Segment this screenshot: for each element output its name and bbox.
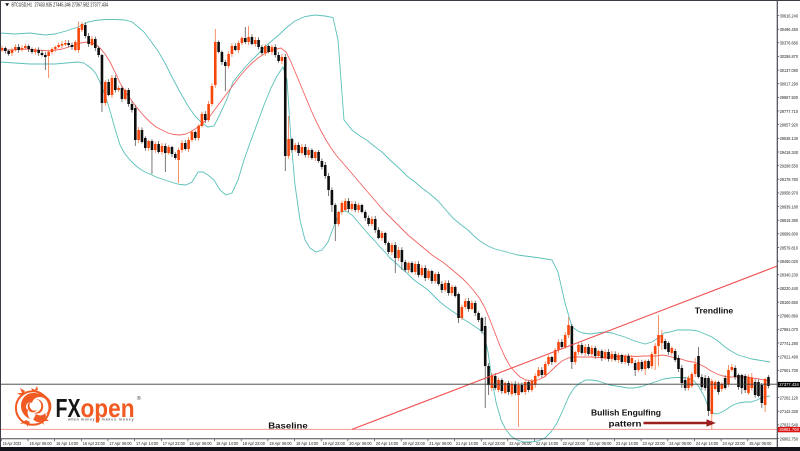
svg-text:Baseline: Baseline bbox=[268, 420, 308, 430]
svg-text:22 Apr 22:00: 22 Apr 22:00 bbox=[563, 441, 586, 446]
svg-text:17 Apr 06:00: 17 Apr 06:00 bbox=[109, 441, 132, 446]
svg-text:18 Apr 14:00: 18 Apr 14:00 bbox=[216, 441, 239, 446]
svg-text:28939.180: 28939.180 bbox=[780, 204, 799, 210]
svg-text:22 Apr 14:00: 22 Apr 14:00 bbox=[536, 441, 559, 446]
svg-text:21 Apr 22:00: 21 Apr 22:00 bbox=[483, 441, 506, 446]
svg-text:FX: FX bbox=[56, 393, 81, 423]
svg-text:24 Apr 14:00: 24 Apr 14:00 bbox=[696, 441, 719, 446]
svg-text:29058.970: 29058.970 bbox=[780, 191, 799, 197]
svg-text:22 Apr 06:00: 22 Apr 06:00 bbox=[509, 441, 532, 446]
svg-text:27022.540: 27022.540 bbox=[780, 423, 799, 429]
svg-text:23 Apr 14:00: 23 Apr 14:00 bbox=[616, 441, 639, 446]
svg-text:Bullish Engulfing: Bullish Engulfing bbox=[591, 409, 661, 418]
svg-text:27861.070: 27861.070 bbox=[780, 327, 799, 333]
svg-text:23 Apr 06:00: 23 Apr 06:00 bbox=[589, 441, 612, 446]
svg-text:28819.390: 28819.390 bbox=[780, 218, 799, 224]
svg-text:29178.760: 29178.760 bbox=[780, 177, 799, 183]
svg-text:28100.650: 28100.650 bbox=[780, 300, 799, 306]
svg-text:29538.130: 29538.130 bbox=[780, 136, 799, 142]
svg-text:30496.450: 30496.450 bbox=[780, 27, 799, 33]
svg-text:18 Apr 22:00: 18 Apr 22:00 bbox=[243, 441, 266, 446]
svg-text:26981.708: 26981.708 bbox=[779, 427, 799, 432]
svg-text:28579.810: 28579.810 bbox=[780, 245, 799, 251]
svg-text:28460.020: 28460.020 bbox=[780, 259, 799, 265]
svg-text:20 Apr 06:00: 20 Apr 06:00 bbox=[349, 441, 372, 446]
svg-text:27621.490: 27621.490 bbox=[780, 354, 799, 360]
svg-text:27741.280: 27741.280 bbox=[780, 341, 799, 347]
svg-text:open: open bbox=[81, 393, 135, 423]
svg-text:27377.434: 27377.434 bbox=[779, 382, 799, 387]
svg-text:28699.600: 28699.600 bbox=[780, 232, 799, 238]
svg-text:17 Apr 14:00: 17 Apr 14:00 bbox=[136, 441, 159, 446]
svg-text:15 Apr 2023: 15 Apr 2023 bbox=[3, 441, 22, 446]
svg-text:19 Apr 22:00: 19 Apr 22:00 bbox=[323, 441, 346, 446]
svg-text:26902.750: 26902.750 bbox=[780, 436, 799, 442]
svg-text:21 Apr 06:00: 21 Apr 06:00 bbox=[429, 441, 452, 446]
svg-text:pattern: pattern bbox=[609, 420, 642, 429]
svg-text:24 Apr 06:00: 24 Apr 06:00 bbox=[669, 441, 692, 446]
svg-text:25 Apr 06:00: 25 Apr 06:00 bbox=[749, 441, 772, 446]
svg-text:27501.700: 27501.700 bbox=[780, 368, 799, 374]
svg-text:29897.500: 29897.500 bbox=[780, 95, 799, 101]
svg-text:®: ® bbox=[137, 395, 141, 402]
svg-text:29777.710: 29777.710 bbox=[780, 109, 799, 115]
svg-text:28340.230: 28340.230 bbox=[780, 273, 799, 279]
svg-text:16 Apr 22:00: 16 Apr 22:00 bbox=[83, 441, 106, 446]
svg-text:30137.080: 30137.080 bbox=[780, 68, 799, 74]
svg-text:when money: when money bbox=[67, 418, 95, 422]
svg-text:30616.240: 30616.240 bbox=[780, 13, 799, 19]
svg-text:19 Apr 14:00: 19 Apr 14:00 bbox=[296, 441, 319, 446]
svg-text:27980.860: 27980.860 bbox=[780, 314, 799, 320]
svg-text:20 Apr 22:00: 20 Apr 22:00 bbox=[403, 441, 426, 446]
svg-text:Trendline: Trendline bbox=[695, 306, 734, 316]
svg-text:29418.340: 29418.340 bbox=[780, 150, 799, 156]
svg-text:21 Apr 14:00: 21 Apr 14:00 bbox=[456, 441, 479, 446]
svg-text:19 Apr 06:00: 19 Apr 06:00 bbox=[269, 441, 292, 446]
svg-text:24 Apr 22:00: 24 Apr 22:00 bbox=[723, 441, 746, 446]
svg-text:27142.330: 27142.330 bbox=[780, 409, 799, 415]
svg-text:28220.440: 28220.440 bbox=[780, 286, 799, 292]
svg-text:16 Apr 06:00: 16 Apr 06:00 bbox=[29, 441, 52, 446]
svg-text:29657.920: 29657.920 bbox=[780, 123, 799, 129]
svg-text:29298.550: 29298.550 bbox=[780, 163, 799, 169]
svg-text:30256.870: 30256.870 bbox=[780, 54, 799, 60]
svg-text:makes money: makes money bbox=[102, 418, 134, 422]
svg-text:30376.660: 30376.660 bbox=[780, 41, 799, 47]
svg-text:17 Apr 22:00: 17 Apr 22:00 bbox=[163, 441, 186, 446]
svg-text:16 Apr 14:00: 16 Apr 14:00 bbox=[56, 441, 79, 446]
svg-text:27262.120: 27262.120 bbox=[780, 395, 799, 401]
svg-text:30017.290: 30017.290 bbox=[780, 82, 799, 88]
svg-text:23 Apr 22:00: 23 Apr 22:00 bbox=[643, 441, 666, 446]
svg-text:18 Apr 06:00: 18 Apr 06:00 bbox=[189, 441, 212, 446]
svg-text:20 Apr 14:00: 20 Apr 14:00 bbox=[376, 441, 399, 446]
svg-text:27433.935 27445.346 27367.582: 27433.935 27445.346 27367.582 27377.434 bbox=[35, 2, 109, 8]
svg-text:BTCUSD,H1: BTCUSD,H1 bbox=[12, 2, 33, 8]
